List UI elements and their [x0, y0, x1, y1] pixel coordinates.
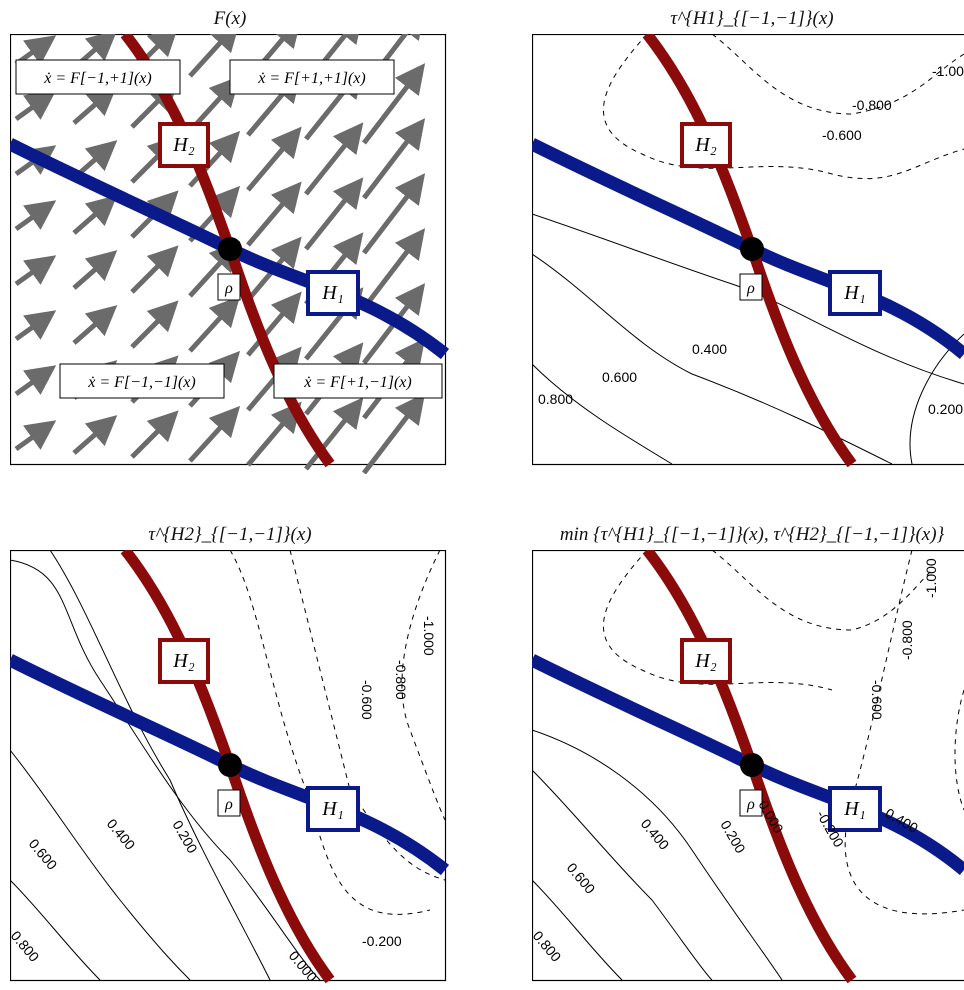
contour-label: -0.600 — [869, 680, 885, 720]
vector-arrows — [16, 34, 416, 473]
tau-h2-plot: ρ H₂ H₁ -1.000 -0.800 -0.600 0.400 0.600… — [10, 550, 450, 990]
contour-label: -0.800 — [393, 660, 409, 700]
h2-label: H₂ — [172, 650, 194, 672]
vector-arrow — [190, 417, 230, 461]
vector-arrow — [364, 185, 416, 253]
h2-label: H₂ — [694, 134, 716, 156]
contour-label: 0.400 — [692, 341, 727, 357]
vector-field-plot: ρ H₂ H₁ ẋ = F[−1,+1](x) ẋ = F[+1,+1](x) … — [10, 34, 450, 474]
vector-arrow — [306, 134, 354, 194]
vector-arrow — [248, 138, 292, 190]
h2-label: H₂ — [694, 650, 716, 672]
contour-label: -0.800 — [852, 97, 892, 113]
contour-label: -0.600 — [359, 680, 375, 720]
region-label: ẋ = F[−1,+1](x) — [43, 70, 151, 87]
vector-arrow — [16, 99, 44, 119]
contour-label: 0.600 — [602, 369, 637, 385]
contour-label: -1.000 — [421, 616, 437, 656]
rho-label: ρ — [746, 280, 755, 297]
contour-label: 0.400 — [104, 816, 139, 853]
vector-arrow — [132, 256, 168, 292]
contour-label: 0.400 — [638, 816, 673, 853]
vector-arrow — [16, 374, 44, 394]
rho-label: ρ — [224, 280, 233, 297]
vector-arrow — [16, 429, 44, 449]
h2-label: H₂ — [172, 134, 194, 156]
h1-label: H₁ — [843, 282, 865, 304]
rho-point — [740, 753, 764, 777]
vector-arrow — [16, 319, 44, 339]
contour-label: -1.000 — [932, 63, 964, 79]
contour-label: 0.200 — [717, 818, 748, 857]
panel-tau-min: min {τ^{H1}_{[−1,−1]}(x), τ^{H2}_{[−1,−1… — [532, 516, 964, 986]
tau-h1-plot: ρ H₂ H₁ -1.000 -0.800 -0.600 0.400 0.600… — [532, 34, 964, 474]
contour-label: 0.800 — [10, 928, 43, 965]
rho-point — [218, 753, 242, 777]
vector-arrow — [364, 405, 416, 473]
panel-vector-field: F(x) ρ H₂ H₁ ẋ = F[−1,+1](x) ẋ = F[+1,+1… — [10, 0, 450, 470]
panel-title: τ^{H2}_{[−1,−1]}(x) — [10, 524, 450, 546]
vector-arrow — [248, 193, 292, 245]
contour-label: -0.600 — [822, 127, 862, 143]
vector-arrow — [74, 205, 106, 233]
contour-label: 0.600 — [26, 836, 61, 873]
vector-arrow — [364, 240, 416, 308]
vector-arrow — [74, 260, 106, 288]
region-label: ẋ = F[+1,−1](x) — [303, 374, 411, 391]
rho-point — [218, 237, 242, 261]
tau-min-plot: ρ H₂ H₁ -1.000 -0.800 -0.600 0.400 0.200… — [532, 550, 964, 990]
vector-arrow — [364, 130, 416, 198]
contour-label: -0.200 — [362, 933, 402, 949]
contour-label: 0.800 — [538, 391, 573, 407]
panel-title: F(x) — [10, 8, 450, 30]
vector-arrow — [190, 34, 230, 76]
vector-arrow — [16, 264, 44, 284]
region-label: ẋ = F[+1,+1](x) — [257, 70, 365, 87]
contour-label: 0.000 — [755, 798, 786, 837]
contour-label: -0.800 — [899, 620, 915, 660]
contour-label: 0.600 — [564, 860, 599, 897]
vector-arrow — [306, 189, 354, 249]
panel-tau-h2: τ^{H2}_{[−1,−1]}(x) ρ H₂ H₁ -1.000 -0.80… — [10, 516, 450, 986]
vector-arrow — [74, 315, 106, 343]
vector-arrow — [74, 425, 106, 453]
vector-arrow — [74, 95, 106, 123]
contour-label: 0.800 — [532, 928, 565, 965]
contour-label: 0.200 — [928, 401, 963, 417]
contour-label: -1.000 — [923, 558, 939, 598]
vector-arrow — [132, 421, 168, 457]
vector-arrow — [248, 413, 292, 465]
h1-label: H₁ — [843, 798, 865, 820]
panel-title: min {τ^{H1}_{[−1,−1]}(x), τ^{H2}_{[−1,−1… — [532, 524, 964, 546]
rho-label: ρ — [224, 796, 233, 813]
vector-arrow — [132, 311, 168, 347]
region-label: ẋ = F[−1,−1](x) — [87, 374, 195, 391]
vector-arrow — [190, 307, 230, 351]
panel-title: τ^{H1}_{[−1,−1]}(x) — [532, 8, 964, 30]
h1-label: H₁ — [321, 798, 343, 820]
vector-arrow — [16, 209, 44, 229]
h1-label: H₁ — [321, 282, 343, 304]
panel-tau-h1: τ^{H1}_{[−1,−1]}(x) ρ H₂ H₁ -1.000 -0.80… — [532, 0, 964, 470]
rho-point — [740, 237, 764, 261]
rho-label: ρ — [746, 796, 755, 813]
